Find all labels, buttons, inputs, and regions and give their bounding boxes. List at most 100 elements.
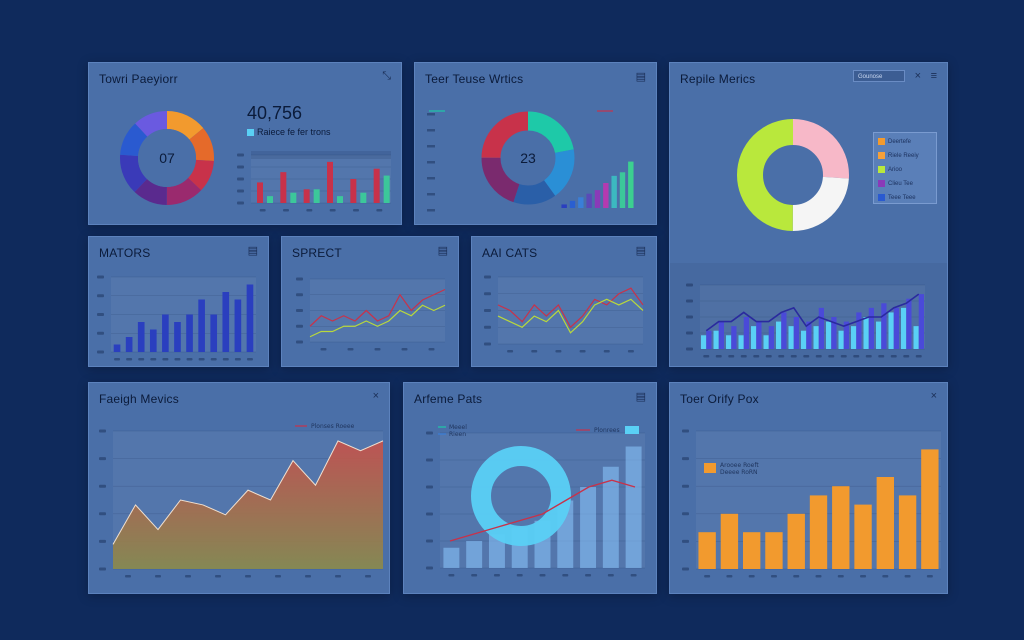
legend-item: Deertefe — [878, 138, 911, 145]
p9-bars-x-tick-mark — [815, 575, 822, 578]
p3-bar-a-17 — [913, 326, 919, 349]
p3-bar-b-7 — [793, 317, 799, 349]
p7-area-x-tick-mark — [275, 575, 281, 578]
p3-bars-x-tick-mark — [878, 355, 885, 358]
p4-bars-y-tick-mark — [97, 313, 104, 316]
legend-swatch-icon — [878, 166, 885, 173]
p3-bar-a-12 — [851, 326, 857, 349]
p9-bars-bar-9 — [898, 495, 917, 569]
panel-title: MATORS — [99, 246, 151, 260]
p1-donut-slice-1 — [120, 111, 214, 205]
p9-bars-bar-2 — [742, 532, 761, 569]
menu-icon[interactable]: ▤ — [437, 245, 448, 257]
p4-bars-bar-11 — [246, 284, 254, 352]
p4-bars-x-tick-mark — [210, 358, 217, 361]
p3-bar-a-13 — [863, 317, 869, 349]
p3-bar-a-15 — [888, 312, 894, 349]
p2-donut-slice-3 — [481, 111, 575, 205]
p3-bars-x-tick-mark — [890, 355, 897, 358]
p8-combo-y-tick-mark — [426, 512, 433, 516]
p8-ring — [471, 446, 571, 546]
p1-minibar-x-tick-mark — [306, 209, 313, 212]
p2-bars-bar-0 — [561, 204, 567, 208]
p3-bar-b-16 — [906, 298, 912, 349]
p9-bars-bar-10 — [921, 449, 939, 569]
p8-combo-x-tick-mark — [630, 574, 637, 577]
p5-lines-x-tick-mark — [320, 348, 327, 351]
p6-series-0-line — [497, 287, 644, 329]
p1-donut-hole — [138, 129, 196, 187]
p2-bars-bar-5 — [603, 183, 609, 208]
p2-bars-bar-8 — [628, 161, 634, 208]
p7-area-y-tick-mark — [99, 567, 106, 571]
range-dropdown[interactable]: Gounose — [853, 70, 905, 82]
p3-bar-a-5 — [763, 335, 769, 349]
panel-sprect: SPRECT ▤ — [281, 236, 459, 367]
p6-lines-x-tick-mark — [507, 350, 514, 353]
close-icon[interactable]: × — [914, 70, 921, 82]
p1-minibar-y-tick-mark — [237, 189, 244, 193]
p2-bars-bar-1 — [569, 200, 576, 208]
p3-bars-x-tick-mark — [815, 355, 822, 358]
expand-icon[interactable]: ⤡ — [382, 70, 391, 82]
p4-bars-x-tick-mark — [174, 358, 181, 361]
p1-minibar-bar — [280, 172, 287, 203]
caption-swatch-icon — [247, 129, 254, 137]
p2-donut-center-label: 23 — [520, 150, 536, 166]
p3-bars-y-tick-mark — [686, 299, 693, 303]
p8-combo-x-tick-mark — [448, 574, 455, 577]
menu-icon[interactable]: ≡ — [930, 70, 937, 82]
legend-label: Riele Reeiy — [888, 153, 919, 160]
p4-bars-bar-1 — [125, 337, 133, 352]
p5-series-1-line — [309, 304, 446, 338]
p9-bars-x-tick-mark — [748, 575, 755, 578]
close-icon[interactable]: × — [372, 390, 379, 402]
p4-bars-x-tick-mark — [162, 358, 169, 361]
p3-bar-b-6 — [781, 312, 787, 349]
close-icon[interactable]: × — [930, 390, 937, 402]
p3-bars-x-tick-mark — [790, 355, 797, 358]
panel-7-chart: Plonses Roeee — [99, 423, 384, 578]
p8-combo-y-tick-mark — [426, 566, 433, 570]
p2-y-tick-mark — [427, 177, 435, 180]
p8-combo-x-tick-mark — [493, 574, 500, 577]
p4-bars-bar-7 — [198, 299, 205, 352]
panel-teer-teuse-wrtics: Teer Teuse Wrtics ▤ 23 — [414, 62, 657, 225]
p3-bars-x-tick-mark — [865, 355, 872, 358]
p4-bars-bar-3 — [149, 329, 157, 352]
p6-lines-x-tick-mark — [531, 350, 538, 353]
p4-bars-bar-2 — [137, 322, 145, 352]
p4-bars-bar-4 — [162, 314, 169, 352]
menu-icon[interactable]: ▤ — [247, 245, 258, 257]
p8-combo-x-tick-mark — [539, 574, 546, 577]
p3-bar-a-8 — [801, 330, 807, 349]
menu-icon[interactable]: ▤ — [635, 71, 646, 83]
p1-minibar-bar — [303, 189, 310, 203]
p3-bars-x-tick-mark — [915, 355, 922, 358]
p7-area-y-tick-mark — [99, 512, 106, 516]
p7-area-x-tick-mark — [185, 575, 191, 578]
menu-icon[interactable]: ▤ — [635, 391, 646, 403]
panel-toer-orify-pox: Toer Orify Pox × Arooee Roeft Deeee RoRN — [669, 382, 948, 594]
p3-bar-b-12 — [856, 312, 862, 349]
p3-bar-a-2 — [726, 335, 732, 349]
p9-bars-bar-7 — [854, 504, 872, 569]
p1-minibar-bar — [373, 168, 380, 203]
p9-legend-swatch — [704, 463, 716, 473]
p3-bar-a-9 — [813, 326, 819, 349]
p3-bars-y-tick-mark — [686, 331, 693, 335]
p9-bars-x-tick-mark — [704, 575, 711, 578]
p4-bars-x-tick-mark — [138, 358, 145, 361]
legend-item: Arioo — [878, 166, 902, 173]
p3-bars-y-tick-mark — [686, 347, 693, 351]
p9-bars-bar-4 — [787, 513, 805, 569]
menu-icon[interactable]: ▤ — [635, 245, 646, 257]
legend-swatch-icon — [878, 138, 885, 145]
p9-bars-x-tick-mark — [726, 575, 733, 578]
p5-lines-x-tick-mark — [401, 348, 408, 351]
p4-bars-plot-area — [111, 277, 256, 352]
p6-lines-y-tick-mark — [484, 275, 491, 279]
p9-bars-x-tick-mark — [793, 575, 800, 578]
p5-lines-y-tick-mark — [296, 340, 303, 344]
p1-minibar-bar — [257, 182, 263, 203]
